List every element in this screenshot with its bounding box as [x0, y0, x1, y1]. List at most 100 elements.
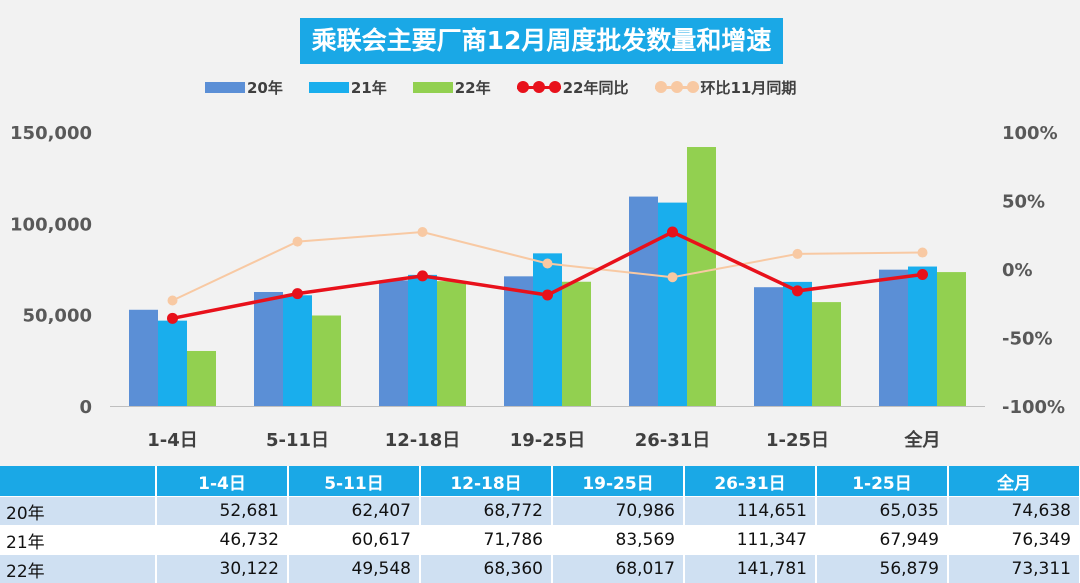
bar-20年 — [504, 276, 533, 406]
chart-plot: 0 50,000 100,000 150,000 -100% -50% 0% 50% 100% 1… — [0, 0, 1080, 466]
table-header-cell: 1-25日 — [816, 466, 948, 497]
legend-label-21: 21年 — [351, 77, 387, 98]
point-yoy — [292, 288, 303, 299]
legend-item-mom: 环比11月同期 — [655, 77, 797, 98]
table-cell: 74,638 — [948, 497, 1080, 526]
y-tick-label: 0 — [79, 397, 92, 418]
point-yoy — [792, 285, 803, 296]
y2-tick-label: -100% — [1002, 397, 1065, 418]
y-tick-label: 50,000 — [23, 306, 92, 327]
legend-label-22: 22年 — [455, 77, 491, 98]
table-cell: 73,311 — [948, 555, 1080, 583]
x-tick-label: 19-25日 — [510, 430, 586, 451]
bar-22年 — [312, 315, 341, 406]
legend-line-mom — [655, 80, 699, 94]
row-label: 20年 — [0, 497, 156, 526]
y-tick-label: 100,000 — [10, 214, 92, 235]
data-table: 1-4日 5-11日 12-18日 19-25日 26-31日 1-25日 全月… — [0, 466, 1080, 583]
table-header-cell: 12-18日 — [420, 466, 552, 497]
point-yoy — [917, 269, 928, 280]
table-cell: 49,548 — [288, 555, 420, 583]
point-yoy — [167, 313, 178, 324]
bar-20年 — [129, 310, 158, 406]
table-cell: 46,732 — [156, 526, 288, 555]
bar-22年 — [187, 351, 216, 406]
table-row: 20年 52,681 62,407 68,772 70,986 114,651 … — [0, 497, 1080, 526]
table-cell: 70,986 — [552, 497, 684, 526]
table-row: 21年 46,732 60,617 71,786 83,569 111,347 … — [0, 526, 1080, 555]
point-mom — [418, 227, 428, 237]
table-cell: 83,569 — [552, 526, 684, 555]
chart-legend: 20年 21年 22年 22年同比 环比11 — [205, 76, 822, 98]
table-header-cell: 19-25日 — [552, 466, 684, 497]
y-tick-label: 150,000 — [10, 123, 92, 144]
table-header-cell — [0, 466, 156, 497]
bar-22年 — [437, 281, 466, 406]
bar-21年 — [408, 275, 437, 406]
bar-20年 — [879, 270, 908, 406]
x-tick-label: 1-25日 — [766, 430, 829, 451]
bar-21年 — [908, 267, 937, 406]
legend-item-21: 21年 — [309, 77, 387, 98]
legend-label-mom: 环比11月同期 — [701, 77, 797, 98]
row-label: 21年 — [0, 526, 156, 555]
table-cell: 30,122 — [156, 555, 288, 583]
legend-label-yoy: 22年同比 — [563, 77, 629, 98]
table-header-row: 1-4日 5-11日 12-18日 19-25日 26-31日 1-25日 全月 — [0, 466, 1080, 497]
point-yoy — [667, 227, 678, 238]
table-header-cell: 5-11日 — [288, 466, 420, 497]
bar-21年 — [283, 295, 312, 406]
table-cell: 67,949 — [816, 526, 948, 555]
table-header-cell: 全月 — [948, 466, 1080, 497]
y2-tick-label: 100% — [1002, 123, 1058, 144]
bar-20年 — [254, 292, 283, 406]
table-header-cell: 26-31日 — [684, 466, 816, 497]
legend-swatch-20 — [205, 82, 245, 93]
y2-tick-label: -50% — [1002, 329, 1053, 350]
table-cell: 111,347 — [684, 526, 816, 555]
table-cell: 68,017 — [552, 555, 684, 583]
table-cell: 114,651 — [684, 497, 816, 526]
x-tick-label: 全月 — [904, 429, 941, 451]
bar-21年 — [158, 321, 187, 406]
row-label: 22年 — [0, 555, 156, 583]
table-header-cell: 1-4日 — [156, 466, 288, 497]
point-yoy — [542, 290, 553, 301]
x-tick-label: 12-18日 — [385, 430, 461, 451]
bar-21年 — [783, 282, 812, 406]
bar-20年 — [754, 287, 783, 406]
x-tick-label: 5-11日 — [266, 430, 329, 451]
y2-tick-label: 50% — [1002, 192, 1045, 213]
bar-22年 — [812, 302, 841, 406]
legend-line-yoy — [517, 80, 561, 94]
bar-22年 — [687, 147, 716, 406]
table-cell: 71,786 — [420, 526, 552, 555]
legend-swatch-22 — [413, 82, 453, 93]
bar-20年 — [379, 280, 408, 406]
table-cell: 60,617 — [288, 526, 420, 555]
point-mom — [168, 296, 178, 306]
y2-tick-label: 0% — [1002, 260, 1033, 281]
x-tick-label: 1-4日 — [147, 430, 198, 451]
table-cell: 65,035 — [816, 497, 948, 526]
point-mom — [293, 237, 303, 247]
chart-area: 0 50,000 100,000 150,000 -100% -50% 0% 50% 100% 1… — [0, 0, 1080, 466]
legend-item-20: 20年 — [205, 77, 283, 98]
bar-21年 — [533, 253, 562, 406]
legend-swatch-21 — [309, 82, 349, 93]
point-mom — [543, 259, 553, 269]
x-tick-label: 26-31日 — [635, 430, 711, 451]
chart-title: 乘联会主要厂商12月周度批发数量和增速 — [300, 18, 783, 64]
table-cell: 56,879 — [816, 555, 948, 583]
bar-22年 — [937, 272, 966, 406]
table-cell: 76,349 — [948, 526, 1080, 555]
legend-item-yoy: 22年同比 — [517, 77, 629, 98]
point-mom — [793, 249, 803, 259]
legend-item-22: 22年 — [413, 77, 491, 98]
point-yoy — [417, 270, 428, 281]
point-mom — [668, 272, 678, 282]
table-cell: 52,681 — [156, 497, 288, 526]
point-mom — [918, 248, 928, 258]
bar-22年 — [562, 282, 591, 406]
bar-20年 — [629, 197, 658, 406]
